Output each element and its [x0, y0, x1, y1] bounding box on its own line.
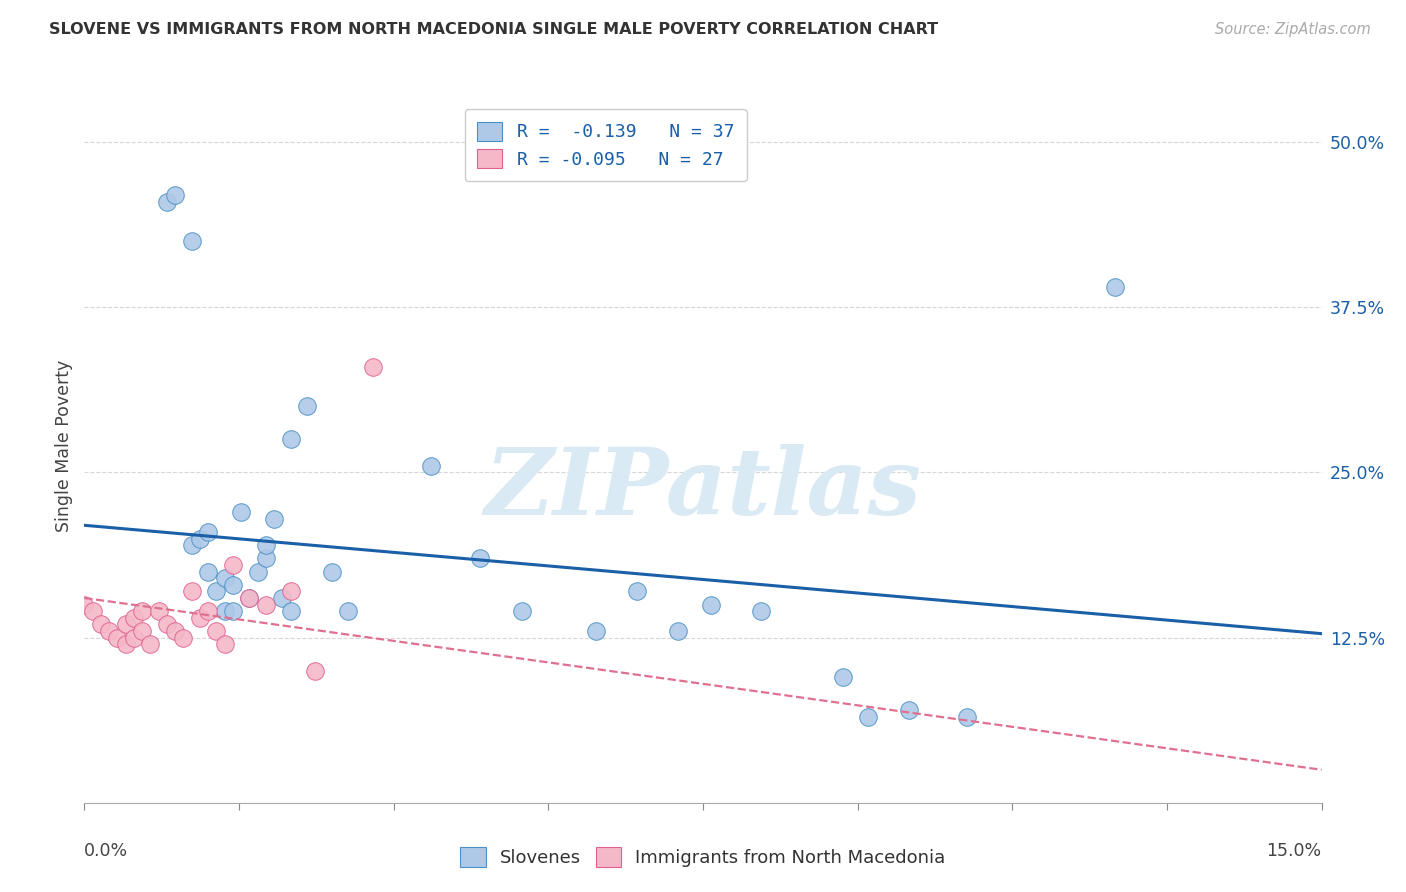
Point: [156, 194, 179, 209]
Point: [263, 511, 285, 525]
Text: SLOVENE VS IMMIGRANTS FROM NORTH MACEDONIA SINGLE MALE POVERTY CORRELATION CHART: SLOVENE VS IMMIGRANTS FROM NORTH MACEDON…: [49, 22, 938, 37]
Point: [419, 458, 441, 473]
Point: [131, 604, 153, 618]
Point: [98, 624, 121, 638]
Point: [139, 637, 162, 651]
Point: [205, 584, 228, 599]
Point: [165, 624, 187, 638]
Point: [856, 710, 879, 724]
Point: [180, 234, 202, 248]
Point: [73, 598, 96, 612]
Point: [172, 631, 194, 645]
Text: 15.0%: 15.0%: [1267, 842, 1322, 860]
Point: [280, 604, 302, 618]
Point: [214, 604, 236, 618]
Point: [222, 604, 245, 618]
Point: [214, 637, 236, 651]
Point: [188, 532, 211, 546]
Point: [238, 591, 260, 605]
Point: [304, 664, 326, 678]
Point: [254, 538, 277, 552]
Point: [197, 565, 219, 579]
Point: [205, 624, 228, 638]
Point: [898, 703, 921, 717]
Point: [114, 637, 136, 651]
Y-axis label: Single Male Poverty: Single Male Poverty: [55, 359, 73, 533]
Point: [90, 617, 112, 632]
Point: [280, 584, 302, 599]
Point: [832, 670, 855, 684]
Point: [700, 598, 723, 612]
Point: [666, 624, 689, 638]
Point: [122, 631, 145, 645]
Point: [131, 624, 153, 638]
Point: [280, 433, 302, 447]
Point: [180, 538, 202, 552]
Point: [321, 565, 343, 579]
Point: [1104, 280, 1126, 294]
Legend: R =  -0.139   N = 37, R = -0.095   N = 27: R = -0.139 N = 37, R = -0.095 N = 27: [464, 109, 747, 181]
Point: [165, 188, 187, 202]
Point: [156, 617, 179, 632]
Point: [337, 604, 360, 618]
Point: [222, 578, 245, 592]
Point: [254, 551, 277, 566]
Point: [197, 524, 219, 539]
Point: [956, 710, 979, 724]
Point: [361, 359, 384, 374]
Point: [114, 617, 136, 632]
Point: [197, 604, 219, 618]
Point: [188, 611, 211, 625]
Point: [105, 631, 128, 645]
Point: [749, 604, 772, 618]
Point: [180, 584, 202, 599]
Text: ZIPatlas: ZIPatlas: [485, 444, 921, 533]
Point: [222, 558, 245, 572]
Point: [626, 584, 648, 599]
Point: [254, 598, 277, 612]
Point: [510, 604, 533, 618]
Text: 0.0%: 0.0%: [84, 842, 128, 860]
Point: [470, 551, 492, 566]
Point: [238, 591, 260, 605]
Point: [82, 604, 104, 618]
Point: [229, 505, 252, 519]
Point: [271, 591, 294, 605]
Point: [295, 400, 318, 414]
Point: [122, 611, 145, 625]
Point: [214, 571, 236, 585]
Point: [585, 624, 607, 638]
Legend: Slovenes, Immigrants from North Macedonia: Slovenes, Immigrants from North Macedoni…: [451, 838, 955, 876]
Point: [148, 604, 170, 618]
Point: [246, 565, 269, 579]
Text: Source: ZipAtlas.com: Source: ZipAtlas.com: [1215, 22, 1371, 37]
